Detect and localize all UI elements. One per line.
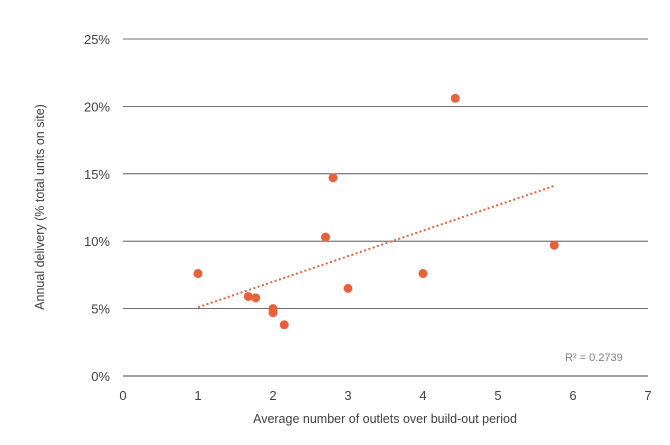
y-tick-label: 10%: [84, 234, 110, 249]
data-point: [251, 293, 261, 303]
data-point: [328, 173, 338, 183]
y-tick-label: 15%: [84, 167, 110, 182]
tick-labels: 0% 5% 10% 15% 20% 25% 0 1 2 3 4 5 6 7: [84, 32, 652, 403]
x-tick-label: 6: [569, 388, 576, 403]
data-point: [549, 240, 559, 250]
trendline: [197, 184, 555, 309]
data-point: [321, 232, 330, 242]
y-tick-label: 0%: [91, 369, 110, 384]
data-point: [343, 283, 353, 293]
x-tick-label: 7: [644, 388, 651, 403]
trendline-layer: [197, 184, 555, 309]
y-tick-label: 5%: [91, 302, 110, 317]
x-tick-label: 5: [494, 388, 501, 403]
data-point: [243, 291, 253, 301]
y-tick-label: 25%: [84, 32, 110, 47]
data-point: [268, 308, 278, 318]
gridlines: [123, 38, 648, 377]
data-point: [193, 269, 203, 279]
data-point: [279, 320, 289, 330]
x-axis-title: Average number of outlets over build-out…: [253, 412, 517, 426]
x-tick-label: 4: [419, 388, 426, 403]
data-point: [418, 269, 428, 279]
x-tick-label: 1: [194, 388, 201, 403]
x-tick-label: 0: [119, 388, 126, 403]
x-tick-label: 2: [269, 388, 276, 403]
y-tick-label: 20%: [84, 99, 110, 114]
x-tick-label: 3: [344, 388, 351, 403]
y-axis-title: Annual delivery (% total units on site): [33, 104, 47, 310]
data-points: [193, 93, 559, 330]
data-point: [450, 93, 460, 103]
r-squared-annotation: R² = 0.2739: [565, 352, 623, 364]
